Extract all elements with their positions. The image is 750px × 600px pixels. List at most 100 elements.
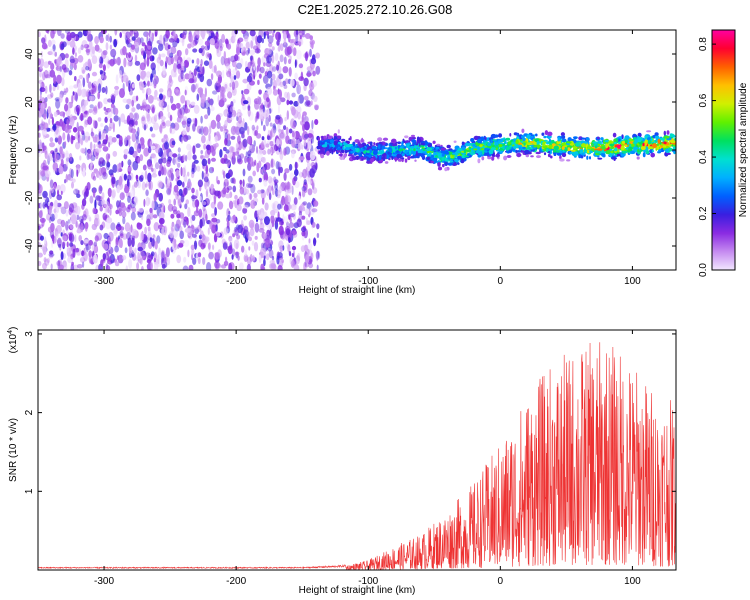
noise-cell bbox=[235, 126, 241, 136]
signal-cell bbox=[616, 144, 622, 149]
noise-cell bbox=[107, 257, 112, 262]
signal-cell bbox=[605, 149, 611, 155]
noise-cell bbox=[227, 105, 233, 115]
noise-cell bbox=[48, 118, 51, 126]
noise-cell bbox=[196, 206, 199, 214]
signal-cell bbox=[441, 153, 445, 157]
noise-cell bbox=[132, 160, 139, 171]
signal-cell bbox=[585, 137, 590, 142]
noise-cell bbox=[221, 158, 226, 165]
signal-cell bbox=[600, 137, 604, 141]
noise-cell bbox=[189, 145, 192, 153]
noise-cell bbox=[260, 263, 265, 270]
signal-cell bbox=[515, 149, 518, 154]
noise-cell bbox=[316, 252, 319, 262]
noise-cell bbox=[52, 44, 56, 52]
noise-cell bbox=[59, 111, 66, 117]
noise-cell bbox=[270, 158, 274, 169]
noise-cell bbox=[181, 113, 184, 120]
noise-cell bbox=[187, 150, 192, 161]
noise-cell bbox=[137, 180, 141, 189]
noise-cell bbox=[188, 73, 193, 80]
signal-cell bbox=[605, 143, 609, 149]
noise-cell bbox=[143, 76, 150, 82]
noise-cell bbox=[102, 253, 107, 260]
signal-cell bbox=[557, 137, 561, 142]
signal-cell bbox=[390, 140, 395, 142]
signal-cell bbox=[566, 159, 571, 162]
noise-cell bbox=[208, 251, 214, 259]
noise-cell bbox=[305, 51, 308, 62]
colorbar-tick-label: 0.4 bbox=[698, 150, 709, 164]
noise-cell bbox=[284, 117, 287, 122]
noise-cell bbox=[137, 251, 140, 262]
noise-cell bbox=[103, 130, 107, 135]
noise-cell bbox=[110, 48, 117, 58]
noise-cell bbox=[207, 242, 211, 250]
noise-cell bbox=[246, 231, 251, 239]
noise-cell bbox=[131, 206, 137, 213]
noise-cell bbox=[134, 113, 138, 119]
noise-cell bbox=[311, 80, 318, 87]
noise-cell bbox=[250, 40, 254, 49]
noise-cell bbox=[139, 154, 144, 162]
y-tick-label: -20 bbox=[24, 190, 35, 205]
noise-cell bbox=[235, 70, 241, 79]
noise-cell bbox=[173, 239, 177, 249]
noise-cell bbox=[294, 168, 299, 177]
noise-cell bbox=[39, 217, 46, 223]
signal-cell bbox=[411, 134, 415, 138]
signal-cell bbox=[498, 133, 502, 138]
signal-cell bbox=[548, 138, 552, 143]
noise-cell bbox=[244, 35, 249, 42]
signal-cell bbox=[398, 148, 404, 152]
noise-cell bbox=[105, 153, 110, 161]
signal-cell bbox=[411, 150, 417, 155]
noise-cell bbox=[246, 75, 253, 83]
noise-cell bbox=[62, 132, 66, 141]
noise-cell bbox=[91, 46, 96, 55]
signal-cell bbox=[642, 152, 646, 158]
noise-cell bbox=[224, 38, 229, 45]
noise-cell bbox=[127, 166, 133, 172]
noise-cell bbox=[269, 260, 276, 265]
noise-cell bbox=[308, 238, 311, 244]
noise-cell bbox=[109, 35, 112, 43]
noise-cell bbox=[88, 254, 92, 264]
signal-cell bbox=[323, 135, 327, 139]
signal-cell bbox=[451, 163, 458, 166]
noise-cell bbox=[68, 85, 74, 90]
noise-cell bbox=[184, 108, 191, 114]
noise-cell bbox=[236, 46, 240, 56]
noise-cell bbox=[247, 183, 254, 188]
noise-cell bbox=[279, 132, 285, 139]
noise-cell bbox=[157, 180, 163, 189]
noise-cell bbox=[84, 131, 90, 142]
noise-cell bbox=[142, 164, 147, 171]
noise-cell bbox=[211, 224, 217, 234]
signal-cell bbox=[535, 151, 541, 155]
signal-cell bbox=[509, 145, 513, 148]
snr-plot bbox=[38, 342, 676, 570]
signal-cell bbox=[612, 132, 617, 138]
noise-cell bbox=[173, 30, 176, 39]
noise-cell bbox=[276, 138, 280, 147]
noise-cell bbox=[94, 222, 97, 229]
noise-cell bbox=[70, 134, 74, 145]
noise-cell bbox=[283, 204, 289, 212]
noise-cell bbox=[146, 57, 150, 67]
signal-cell bbox=[366, 150, 370, 154]
noise-cell bbox=[280, 129, 284, 134]
noise-cell bbox=[64, 141, 67, 147]
noise-cell bbox=[282, 214, 285, 223]
noise-cell bbox=[287, 138, 291, 145]
noise-cell bbox=[76, 169, 79, 177]
signal-cell bbox=[413, 148, 416, 152]
signal-cell bbox=[456, 150, 461, 154]
signal-cell bbox=[396, 150, 399, 153]
noise-cell bbox=[94, 36, 99, 45]
noise-cell bbox=[205, 213, 208, 222]
noise-cell bbox=[258, 177, 262, 183]
noise-cell bbox=[291, 230, 297, 236]
noise-cell bbox=[191, 59, 195, 64]
